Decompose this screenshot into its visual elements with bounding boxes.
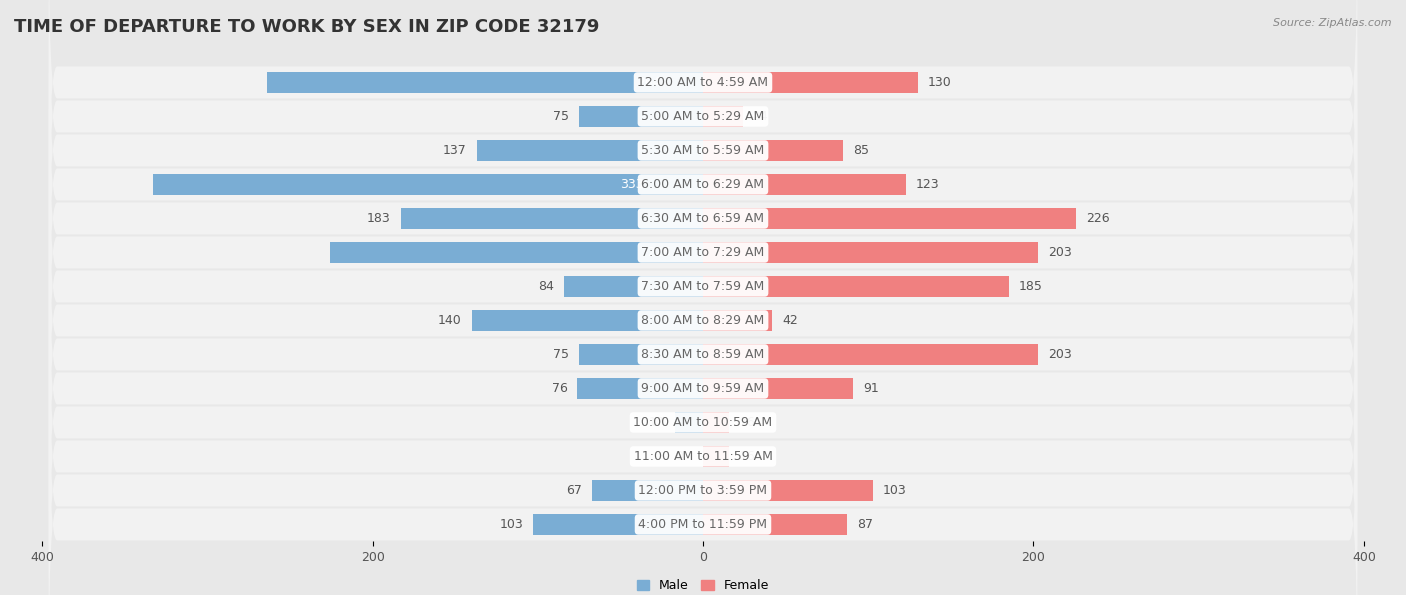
FancyBboxPatch shape xyxy=(49,0,1357,305)
Bar xyxy=(329,242,703,263)
Text: 333: 333 xyxy=(620,178,644,191)
Legend: Male, Female: Male, Female xyxy=(637,580,769,592)
FancyBboxPatch shape xyxy=(49,30,1357,339)
Text: 183: 183 xyxy=(367,212,391,225)
Text: 137: 137 xyxy=(443,144,467,157)
Text: 7:00 AM to 7:29 AM: 7:00 AM to 7:29 AM xyxy=(641,246,765,259)
FancyBboxPatch shape xyxy=(49,336,1357,595)
Text: 11:00 AM to 11:59 AM: 11:00 AM to 11:59 AM xyxy=(634,450,772,463)
Bar xyxy=(703,344,1039,365)
Bar xyxy=(533,514,703,535)
FancyBboxPatch shape xyxy=(49,234,1357,543)
FancyBboxPatch shape xyxy=(49,98,1357,406)
Text: 185: 185 xyxy=(1018,280,1042,293)
FancyBboxPatch shape xyxy=(49,64,1357,372)
Bar xyxy=(477,140,703,161)
Bar xyxy=(703,106,742,127)
Bar xyxy=(471,310,703,331)
Bar xyxy=(401,208,703,229)
Text: 103: 103 xyxy=(883,484,907,497)
FancyBboxPatch shape xyxy=(49,268,1357,577)
Bar xyxy=(703,480,873,501)
Bar xyxy=(703,174,907,195)
Text: 6:00 AM to 6:29 AM: 6:00 AM to 6:29 AM xyxy=(641,178,765,191)
Text: 8:00 AM to 8:29 AM: 8:00 AM to 8:29 AM xyxy=(641,314,765,327)
Text: 5:00 AM to 5:29 AM: 5:00 AM to 5:29 AM xyxy=(641,110,765,123)
Text: 91: 91 xyxy=(863,382,879,395)
FancyBboxPatch shape xyxy=(49,371,1357,595)
Bar xyxy=(703,412,730,433)
Bar xyxy=(703,140,844,161)
Text: TIME OF DEPARTURE TO WORK BY SEX IN ZIP CODE 32179: TIME OF DEPARTURE TO WORK BY SEX IN ZIP … xyxy=(14,18,599,36)
Text: 42: 42 xyxy=(782,314,799,327)
Bar xyxy=(703,446,730,467)
Bar xyxy=(153,174,703,195)
Bar xyxy=(703,514,846,535)
Bar xyxy=(675,412,703,433)
Text: 16: 16 xyxy=(740,450,755,463)
Text: 8:30 AM to 8:59 AM: 8:30 AM to 8:59 AM xyxy=(641,348,765,361)
FancyBboxPatch shape xyxy=(49,0,1357,236)
Text: Source: ZipAtlas.com: Source: ZipAtlas.com xyxy=(1274,18,1392,28)
Text: 24: 24 xyxy=(752,110,768,123)
FancyBboxPatch shape xyxy=(49,133,1357,440)
Bar xyxy=(703,72,918,93)
Text: 7:30 AM to 7:59 AM: 7:30 AM to 7:59 AM xyxy=(641,280,765,293)
Text: 5:30 AM to 5:59 AM: 5:30 AM to 5:59 AM xyxy=(641,144,765,157)
Bar xyxy=(267,72,703,93)
Bar xyxy=(703,208,1077,229)
Text: 84: 84 xyxy=(538,280,554,293)
Text: 75: 75 xyxy=(553,348,569,361)
Text: 16: 16 xyxy=(740,416,755,429)
FancyBboxPatch shape xyxy=(49,201,1357,509)
Text: 12:00 PM to 3:59 PM: 12:00 PM to 3:59 PM xyxy=(638,484,768,497)
Text: 67: 67 xyxy=(567,484,582,497)
Bar xyxy=(578,378,703,399)
Text: 9:00 AM to 9:59 AM: 9:00 AM to 9:59 AM xyxy=(641,382,765,395)
Text: 12:00 AM to 4:59 AM: 12:00 AM to 4:59 AM xyxy=(637,76,769,89)
Text: 87: 87 xyxy=(856,518,873,531)
Text: 0: 0 xyxy=(675,450,683,463)
Text: 264: 264 xyxy=(637,76,661,89)
Text: 85: 85 xyxy=(853,144,869,157)
Bar xyxy=(703,310,772,331)
Text: 226: 226 xyxy=(1087,212,1109,225)
Text: 203: 203 xyxy=(1049,246,1071,259)
Text: 130: 130 xyxy=(928,76,952,89)
Text: 226: 226 xyxy=(647,246,671,259)
Text: 17: 17 xyxy=(650,416,665,429)
Text: 6:30 AM to 6:59 AM: 6:30 AM to 6:59 AM xyxy=(641,212,765,225)
Bar xyxy=(703,378,853,399)
Text: 75: 75 xyxy=(553,110,569,123)
Text: 203: 203 xyxy=(1049,348,1071,361)
FancyBboxPatch shape xyxy=(49,0,1357,271)
Text: 140: 140 xyxy=(439,314,461,327)
FancyBboxPatch shape xyxy=(49,302,1357,595)
Bar xyxy=(564,276,703,297)
Bar xyxy=(703,276,1008,297)
Text: 10:00 AM to 10:59 AM: 10:00 AM to 10:59 AM xyxy=(634,416,772,429)
Bar xyxy=(592,480,703,501)
FancyBboxPatch shape xyxy=(49,167,1357,474)
Bar xyxy=(579,344,703,365)
Text: 123: 123 xyxy=(917,178,939,191)
Bar xyxy=(703,242,1039,263)
Text: 4:00 PM to 11:59 PM: 4:00 PM to 11:59 PM xyxy=(638,518,768,531)
Bar xyxy=(579,106,703,127)
Text: 103: 103 xyxy=(499,518,523,531)
Text: 76: 76 xyxy=(551,382,568,395)
